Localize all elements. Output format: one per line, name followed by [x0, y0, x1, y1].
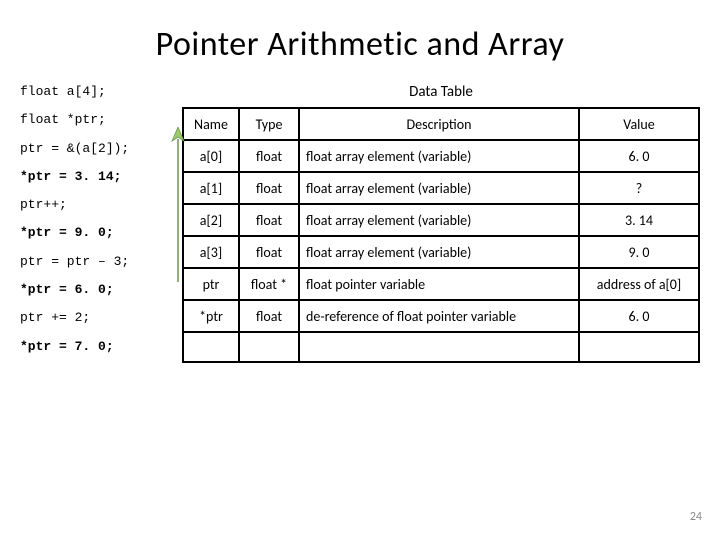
cell-value: 6. 0	[579, 300, 699, 332]
code-line: ptr = &(a[2]);	[20, 142, 178, 156]
table-header-row: Name Type Description Value	[183, 108, 699, 140]
cell-value: 9. 0	[579, 236, 699, 268]
cell-name: ptr	[183, 268, 239, 300]
cell-name: a[2]	[183, 204, 239, 236]
code-line: *ptr = 7. 0;	[20, 340, 178, 354]
table-row: a[0] float float array element (variable…	[183, 140, 699, 172]
cell-name: a[3]	[183, 236, 239, 268]
code-line: ptr += 2;	[20, 311, 178, 325]
cell-desc: float array element (variable)	[299, 236, 579, 268]
code-line: float *ptr;	[20, 113, 178, 127]
cell-empty	[239, 332, 299, 362]
cell-type: float	[239, 140, 299, 172]
cell-empty	[183, 332, 239, 362]
col-header-type: Type	[239, 108, 299, 140]
col-header-value: Value	[579, 108, 699, 140]
slide-number: 24	[690, 510, 702, 524]
table-wrap: Data Table Name Type Description Value a…	[182, 83, 700, 363]
table-row: ptr float * float pointer variable addre…	[183, 268, 699, 300]
code-column: float a[4]; float *ptr; ptr = &(a[2]); *…	[20, 83, 178, 368]
table-row: a[2] float float array element (variable…	[183, 204, 699, 236]
col-header-name: Name	[183, 108, 239, 140]
data-table: Name Type Description Value a[0] float f…	[182, 107, 700, 363]
cell-empty	[299, 332, 579, 362]
cell-type: float	[239, 300, 299, 332]
code-line: float a[4];	[20, 85, 178, 99]
content-row: float a[4]; float *ptr; ptr = &(a[2]); *…	[0, 83, 720, 368]
cell-desc: float array element (variable)	[299, 204, 579, 236]
cell-desc: float pointer variable	[299, 268, 579, 300]
cell-type: float	[239, 204, 299, 236]
code-line: *ptr = 3. 14;	[20, 170, 178, 184]
cell-value: 6. 0	[579, 140, 699, 172]
cell-type: float	[239, 172, 299, 204]
code-line: *ptr = 6. 0;	[20, 283, 178, 297]
cell-name: *ptr	[183, 300, 239, 332]
table-row-empty	[183, 332, 699, 362]
cell-type: float *	[239, 268, 299, 300]
cell-value: 3. 14	[579, 204, 699, 236]
cell-desc: de-reference of float pointer variable	[299, 300, 579, 332]
cell-name: a[0]	[183, 140, 239, 172]
code-line: ptr++;	[20, 198, 178, 212]
code-line: ptr = ptr – 3;	[20, 255, 178, 269]
table-row: a[1] float float array element (variable…	[183, 172, 699, 204]
cell-desc: float array element (variable)	[299, 140, 579, 172]
cell-empty	[579, 332, 699, 362]
cell-type: float	[239, 236, 299, 268]
table-caption: Data Table	[182, 83, 700, 101]
table-row: *ptr float de-reference of float pointer…	[183, 300, 699, 332]
col-header-desc: Description	[299, 108, 579, 140]
table-row: a[3] float float array element (variable…	[183, 236, 699, 268]
cell-desc: float array element (variable)	[299, 172, 579, 204]
slide-title: Pointer Arithmetic and Array	[0, 0, 720, 83]
cell-value: ?	[579, 172, 699, 204]
code-line: *ptr = 9. 0;	[20, 226, 178, 240]
cell-value: address of a[0]	[579, 268, 699, 300]
cell-name: a[1]	[183, 172, 239, 204]
